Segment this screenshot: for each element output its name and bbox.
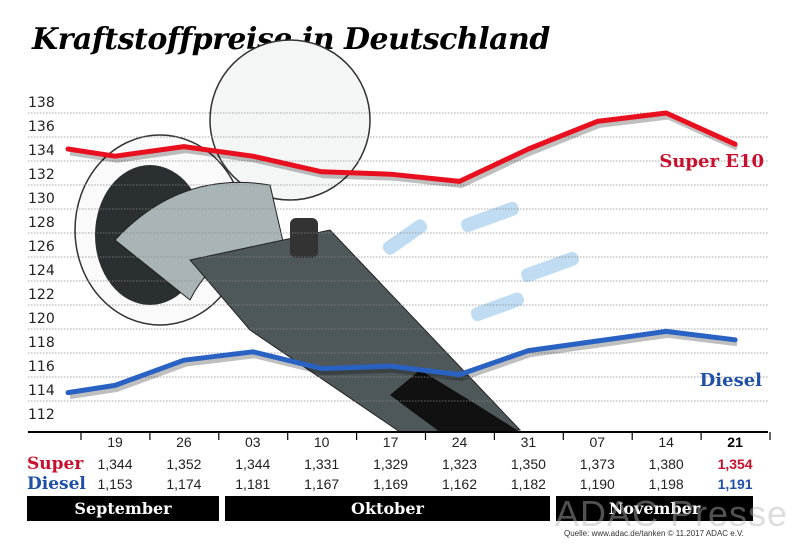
month-september: September: [27, 496, 219, 521]
table-cell: 1,344: [235, 456, 271, 472]
table-cell: 1,174: [166, 476, 202, 492]
table-cell: 1,373: [579, 456, 615, 472]
y-tick-label: 134: [28, 143, 55, 159]
x-ticks: [80, 432, 771, 440]
table-cell: 1,329: [373, 456, 409, 472]
y-tick-label: 132: [28, 167, 55, 183]
table-cell: 1,162: [441, 476, 478, 492]
table-cell: 1,352: [166, 456, 202, 472]
y-tick-label: 112: [28, 407, 55, 423]
y-tick-label: 124: [28, 263, 55, 279]
series-lines: [65, 110, 739, 400]
table-cell: 1,167: [304, 476, 340, 492]
table-cell: 1,354: [717, 456, 753, 472]
y-tick-label: 120: [28, 311, 55, 327]
table-cell: 19: [107, 434, 123, 450]
table-cell: 26: [176, 434, 192, 450]
table-cell: 1,380: [648, 456, 684, 472]
table-cell: 07: [589, 434, 606, 450]
table-cell: 1,331: [304, 456, 340, 472]
watermark: ADAC Presse: [555, 493, 789, 534]
table-cell: 1,153: [97, 476, 133, 492]
table-cell: 10: [313, 434, 330, 450]
y-tick-label: 118: [28, 335, 55, 351]
table-cell: 1,182: [510, 476, 546, 492]
y-tick-label: 122: [28, 287, 55, 303]
table-cell: 1,169: [373, 476, 409, 492]
y-tick-label: 130: [28, 191, 55, 207]
table-cell: 1,190: [579, 476, 615, 492]
month-november: November: [556, 496, 753, 521]
table-cell: 1,350: [510, 456, 546, 472]
table-cell: 21: [727, 434, 743, 450]
series-label-diesel: Diesel: [700, 370, 762, 391]
table-cell: 1,181: [235, 476, 271, 492]
table-cell: 03: [245, 434, 261, 450]
gridlines: [28, 112, 768, 402]
table-cell: 17: [382, 434, 399, 450]
source-note: Quelle: www.adac.de/tanken © 11.2017 ADA…: [564, 529, 744, 538]
diesel-row-label: Diesel: [27, 474, 86, 494]
super-row-label: Super: [27, 454, 84, 474]
y-axis: 112 114 116 118 120 122 124 126 128 130 132 134 136 1…: [28, 95, 55, 423]
y-tick-label: 126: [28, 239, 55, 255]
table-cell: 1,323: [441, 456, 478, 472]
series-label-super-e10: Super E10: [659, 151, 764, 172]
month-oktober: Oktober: [225, 496, 550, 521]
y-tick-label: 116: [28, 359, 55, 375]
diesel-row: Diesel 1,153 1,174 1,181 1,167 1,169 1,162 1,1…: [0, 474, 800, 494]
date-row: 19 26 03 10 17 24 31 07 14 21: [0, 434, 800, 454]
y-tick-label: 136: [28, 119, 55, 135]
series-shadow: [69, 114, 739, 188]
y-tick-label: 114: [28, 383, 55, 399]
y-tick-label: 138: [28, 95, 55, 111]
table-cell: 1,191: [717, 476, 753, 492]
fuel-nozzle-illustration: [74, 39, 579, 433]
y-tick-label: 128: [28, 215, 55, 231]
table-cell: 31: [520, 434, 537, 450]
super-row: Super 1,344 1,352 1,344 1,331 1,329 1,323 1,35…: [0, 454, 800, 474]
table-cell: 24: [451, 434, 468, 450]
series-shadow: [69, 332, 738, 400]
table-cell: 1,198: [648, 476, 684, 492]
table-cell: 14: [658, 434, 674, 450]
table-cell: 1,344: [97, 456, 133, 472]
